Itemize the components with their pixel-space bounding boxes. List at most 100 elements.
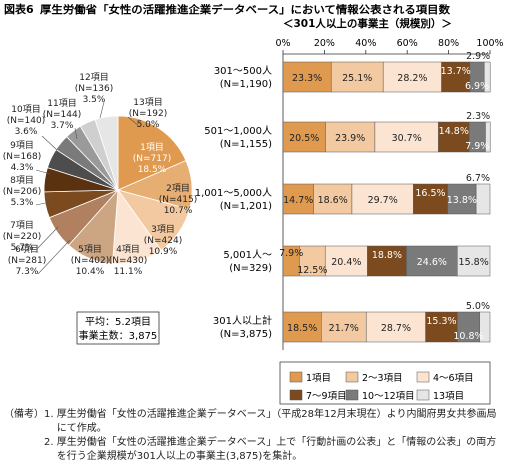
bar-segment-1-4 — [441, 61, 471, 93]
bar-value-label-3-5: 13.8% — [447, 195, 477, 206]
legend-label-3: 4～6項目 — [433, 373, 474, 384]
pie-count-7: (N=220) — [3, 232, 41, 242]
bar-segment-4-4 — [367, 245, 407, 277]
pie-count-6: (N=281) — [8, 256, 46, 266]
bar-segment-1-6 — [483, 61, 491, 93]
category-label-4: 5,001人～ — [223, 249, 272, 261]
bar-value-label-5-3: 28.7% — [381, 323, 411, 334]
bar-value-label-5-1: 18.5% — [287, 323, 317, 334]
pie-value-12: 3.5% — [83, 95, 106, 105]
bar-segment-1-3 — [382, 61, 442, 93]
bar-segment-2-1 — [282, 121, 326, 153]
pie-count-1: (N=717) — [133, 154, 171, 164]
note-2-prefix: 2. — [4, 437, 57, 448]
bar-segment-3-2 — [313, 183, 353, 215]
pie-leader-line-6 — [74, 127, 78, 140]
bar-value-label-3-1: 14.7% — [283, 195, 313, 206]
bar-segment-3-5 — [447, 183, 477, 215]
pie-value-4: 11.1% — [114, 267, 143, 277]
note-1-text: 厚生労働省「女性の活躍推進企業データベース」（平成28年12月末現在）より内閣府… — [56, 409, 497, 434]
summary-average: 平均：5.2項目 — [85, 316, 151, 328]
pie-leader-line-4 — [35, 169, 51, 175]
bar-value-label-1-6: 2.9% — [466, 51, 490, 62]
bar-value-label-4-1: 7.9% — [279, 248, 303, 259]
pie-count-5: (N=402) — [71, 256, 109, 266]
legend: 1項目 2～3項目 4～6項目 7～9項目 10～12項目 13項目 — [289, 371, 474, 402]
category-count-1: (N=1,190) — [220, 79, 272, 90]
bar-value-label-3-6: 6.7% — [466, 173, 490, 184]
bar-value-label-5-6: 5.0% — [466, 301, 490, 312]
summary-count: 事業主数：3,875 — [79, 329, 158, 342]
bar-value-label-4-5: 24.6% — [417, 257, 447, 268]
x-tick-label-3: 60% — [397, 38, 418, 49]
bar-value-label-1-2: 25.1% — [342, 73, 372, 84]
bar-value-label-4-3: 20.4% — [331, 257, 361, 268]
pie-label-7: 7項目 — [10, 220, 34, 231]
notes: （備考）1. 厚生労働省「女性の活躍推進企業データベース」（平成28年12月末現… — [4, 408, 504, 464]
bar-value-label-1-3: 28.2% — [397, 73, 427, 84]
bar-value-label-3-3: 29.7% — [368, 195, 398, 206]
bar-value-label-5-5: 10.8% — [453, 331, 483, 342]
bar-segment-4-6 — [457, 245, 491, 277]
bar-segment-5-3 — [365, 311, 426, 343]
bar-segment-5-1 — [282, 311, 322, 343]
figure-title: 厚生労働省「女性の活躍推進企業データベース」において情報公表される項目数 — [40, 3, 451, 16]
pie-label-4: 4項目 — [116, 244, 140, 255]
pie-leader-line-8 — [127, 116, 141, 128]
note-2: 2. 厚生労働省「女性の活躍推進企業データベース」上で「行動計画の公表」と「情報… — [4, 436, 504, 464]
figure-subtitle: ＜301人以上の事業主（規模別）＞ — [283, 17, 452, 30]
legend-label-1: 1項目 — [306, 373, 331, 384]
bar-value-label-5-2: 21.7% — [329, 323, 359, 334]
x-tick-label-4: 80% — [438, 38, 459, 49]
category-count-5: (N=3,875) — [220, 329, 272, 340]
pie-value-5: 10.4% — [76, 267, 105, 277]
pie-label-13: 13項目 — [133, 97, 162, 108]
pie-chart — [43, 115, 193, 265]
legend-swatch-5 — [345, 389, 359, 401]
bar-value-label-2-5: 7.9% — [465, 141, 489, 152]
x-tick-label-1: 20% — [314, 38, 335, 49]
figure-label: 図表6 — [4, 2, 34, 16]
legend-box — [279, 361, 491, 405]
pie-count-3: (N=424) — [144, 236, 182, 246]
pie-leader-line-5 — [41, 135, 58, 151]
bar-value-label-4-2: 12.5% — [297, 265, 327, 276]
pie-slice-13 — [94, 115, 119, 191]
category-count-4: (N=329) — [229, 263, 272, 274]
pie-label-3: 3項目 — [151, 224, 175, 235]
bar-segment-5-4 — [425, 311, 458, 343]
pie-value-1: 18.5% — [138, 165, 167, 175]
bar-value-label-5-4: 15.3% — [426, 316, 456, 327]
pie-label-2: 2項目 — [166, 183, 190, 194]
pie-value-7: 5.7% — [11, 243, 34, 253]
pie-value-3: 10.9% — [149, 247, 178, 257]
legend-label-6: 13項目 — [433, 391, 464, 402]
bar-value-label-2-4: 14.8% — [439, 126, 469, 137]
pie-count-8: (N=206) — [3, 187, 41, 197]
pie-count-11: (N=144) — [43, 110, 81, 120]
category-label-3: 1,001～5,000人 — [195, 187, 272, 199]
category-label-2: 501～1,000人 — [204, 125, 272, 137]
note-2-text: 厚生労働省「女性の活躍推進企業データベース」上で「行動計画の公表」と「情報の公表… — [56, 437, 497, 462]
pie-slice-1 — [117, 115, 187, 191]
pie-count-4: (N=430) — [109, 256, 147, 266]
category-label-1: 301～500人 — [214, 65, 272, 77]
bar-segment-2-6 — [485, 121, 491, 153]
x-tick-label-2: 40% — [355, 38, 376, 49]
bar-value-label-3-2: 18.6% — [318, 195, 348, 206]
bar-segment-4-2 — [299, 245, 326, 277]
legend-label-4: 7～9項目 — [306, 391, 347, 402]
bar-categories: 301～500人 (N=1,190) 501～1,000人 (N=1,155) 1,00… — [195, 65, 272, 340]
bar-segment-4-3 — [324, 245, 368, 277]
bar-segment-5-6 — [479, 311, 491, 343]
pie-value-6: 7.3% — [16, 267, 39, 277]
pie-leader-line-7 — [99, 101, 105, 119]
legend-label-2: 2～3項目 — [362, 373, 403, 384]
pie-leader-line-1 — [37, 239, 71, 275]
bar-chart: 23.3% 25.1% 28.2% 13.7% 6.9% 2.9% 20.5% 23.9% 30… — [279, 51, 491, 343]
legend-swatch-2 — [345, 371, 359, 383]
note-1-prefix: （備考）1. — [4, 409, 57, 420]
bar-segment-3-4 — [413, 183, 448, 215]
bar-segment-2-4 — [438, 121, 470, 153]
